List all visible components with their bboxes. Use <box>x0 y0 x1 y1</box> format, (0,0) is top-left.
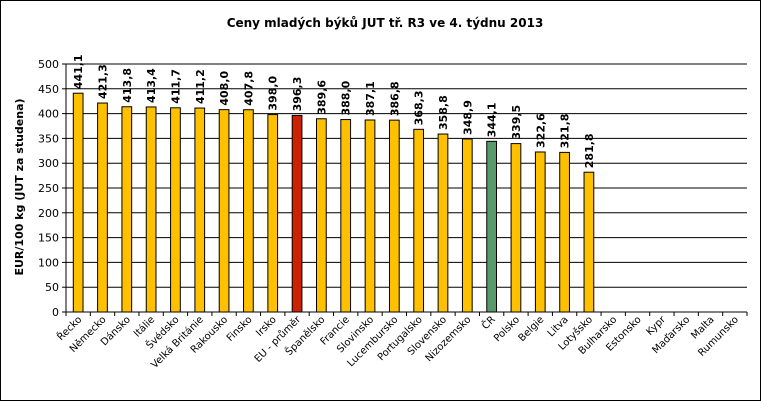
bar <box>364 119 376 313</box>
data-label: 421,3 <box>96 64 109 99</box>
y-tick-label: 450 <box>38 83 59 96</box>
data-label: 413,4 <box>145 68 158 103</box>
data-label: 339,5 <box>510 105 523 140</box>
y-tick-label: 250 <box>38 182 59 195</box>
y-tick-label: 0 <box>52 306 59 319</box>
y-tick-label: 150 <box>38 232 59 245</box>
bar <box>316 118 327 313</box>
data-label: 281,8 <box>583 133 596 168</box>
bar <box>121 106 133 313</box>
y-tick-label: 50 <box>45 281 59 294</box>
x-tick-label: Belgie <box>517 314 547 344</box>
y-tick-label: 500 <box>38 58 59 71</box>
data-label: 407,8 <box>242 71 255 106</box>
x-tick-label: Polsko <box>492 314 522 344</box>
data-label: 389,6 <box>315 80 328 115</box>
chart-title: Ceny mladých býků JUT tř. R3 ve 4. týdnu… <box>227 16 544 30</box>
bar <box>534 151 546 313</box>
data-label: 413,8 <box>121 68 134 103</box>
y-tick-label: 100 <box>38 256 59 269</box>
bar <box>243 109 254 313</box>
data-label: 411,2 <box>194 69 207 104</box>
bar <box>559 151 570 313</box>
bar <box>413 128 425 313</box>
y-tick-labels: 0 50 100 150 200 250 300 350 400 450 500 <box>38 58 66 319</box>
data-label: 348,9 <box>461 100 474 135</box>
y-tick-label: 300 <box>38 157 59 170</box>
x-tick-label: Finsko <box>225 314 255 344</box>
y-tick-label: 400 <box>38 108 59 121</box>
y-tick-label: 350 <box>38 132 59 145</box>
bar <box>510 143 522 313</box>
data-label: 441,1 <box>72 54 85 89</box>
bar <box>267 114 279 313</box>
data-label: 411,7 <box>169 69 182 104</box>
data-label: 408,0 <box>218 70 231 105</box>
bar <box>97 102 108 313</box>
bar <box>437 133 449 313</box>
data-label: 387,1 <box>364 81 377 116</box>
bar <box>486 140 497 313</box>
bar <box>72 92 84 313</box>
gridlines <box>66 63 747 313</box>
data-label: 322,6 <box>534 113 547 148</box>
x-tick-label: ČR <box>479 313 498 332</box>
bar <box>583 171 595 313</box>
bar <box>145 106 157 313</box>
data-label: 321,8 <box>559 114 572 149</box>
bar <box>340 119 352 313</box>
data-label: 358,8 <box>437 95 450 130</box>
bar <box>388 119 400 313</box>
bar <box>461 138 473 313</box>
bar <box>170 107 181 313</box>
bars <box>72 92 595 313</box>
bar <box>291 114 303 313</box>
data-label: 398,0 <box>267 75 280 110</box>
data-label: 388,0 <box>340 80 353 115</box>
data-label: 344,1 <box>486 103 499 138</box>
data-label: 396,3 <box>291 77 304 112</box>
data-label: 368,3 <box>413 91 426 126</box>
bar <box>194 107 206 313</box>
data-label: 386,8 <box>388 81 401 116</box>
data-labels: 441,1 421,3 413,8 413,4 411,7 411,2 408,0 407,8… <box>72 54 596 168</box>
y-axis-label: EUR/100 kg (JUT za studena) <box>13 98 26 275</box>
bar <box>218 109 230 313</box>
y-tick-label: 200 <box>38 207 59 220</box>
